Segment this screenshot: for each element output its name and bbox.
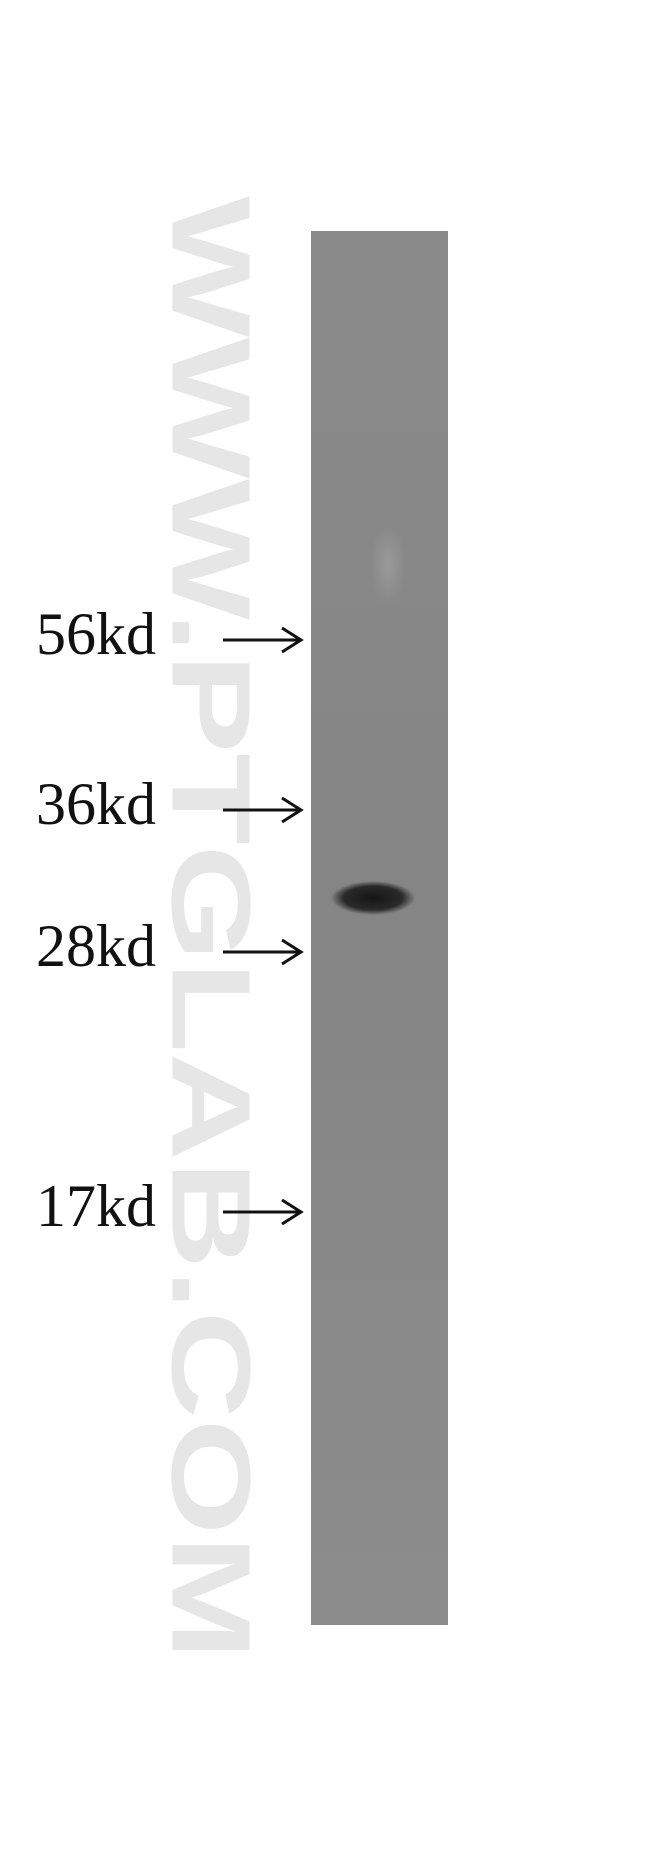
blot-lane [311,231,448,1625]
arrow-head [281,938,304,966]
arrow-head [281,1198,304,1226]
watermark: WWW.PTGLAB.COM [148,196,273,1660]
marker-17: 17kd [36,1173,304,1239]
smear [370,525,406,605]
protein-band [331,881,415,915]
marker-28: 28kd [36,913,304,979]
marker-label: 36kd [36,771,156,837]
arrow-head [281,796,304,824]
marker-36: 36kd [36,771,304,837]
marker-label: 56kd [36,601,156,667]
marker-label: 28kd [36,913,156,979]
arrow-head [281,626,304,654]
marker-56: 56kd [36,601,304,667]
marker-label: 17kd [36,1173,156,1239]
